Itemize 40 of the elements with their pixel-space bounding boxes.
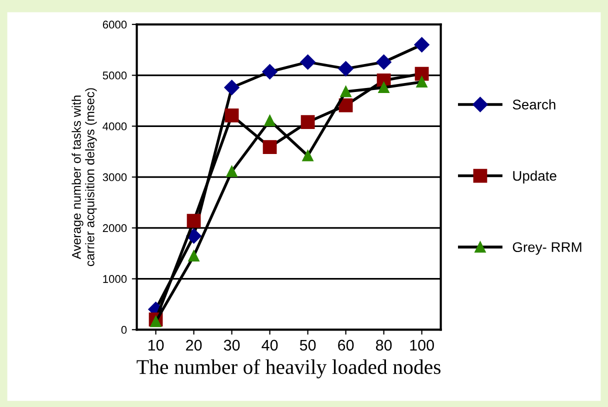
point bbox=[302, 150, 314, 162]
y-axis-title: Average number of tasks with carrier acquisition delays (msec) bbox=[72, 88, 97, 266]
x-tick-label: 40 bbox=[262, 340, 278, 351]
point bbox=[188, 250, 200, 262]
point bbox=[224, 108, 239, 122]
point bbox=[186, 214, 201, 228]
x-tick-label: 100 bbox=[410, 340, 434, 351]
point bbox=[262, 64, 278, 80]
point bbox=[340, 86, 352, 98]
legend-label: Search bbox=[512, 99, 556, 110]
legend-label: Grey- RRM bbox=[512, 242, 582, 255]
point bbox=[378, 82, 390, 94]
point bbox=[264, 115, 276, 126]
y-tick-label: 1000 bbox=[103, 275, 127, 283]
y-tick-label: 3000 bbox=[102, 173, 127, 182]
point bbox=[226, 166, 238, 178]
point bbox=[186, 228, 202, 244]
point bbox=[416, 76, 428, 88]
x-tick-label: 30 bbox=[224, 340, 240, 351]
point bbox=[150, 316, 162, 328]
point bbox=[414, 37, 430, 52]
point bbox=[300, 54, 316, 70]
point bbox=[338, 61, 354, 76]
point bbox=[338, 98, 353, 112]
point bbox=[262, 140, 277, 154]
x-tick-label: 50 bbox=[300, 340, 316, 351]
x-tick-label: 80 bbox=[376, 340, 392, 351]
point bbox=[376, 54, 392, 70]
x-tick-label: 20 bbox=[186, 340, 202, 351]
y-tick-label: 5000 bbox=[102, 72, 127, 80]
y-tick-label: 0 bbox=[121, 326, 127, 334]
y-tick-label: 6000 bbox=[102, 20, 127, 29]
y-tick-label: 2000 bbox=[102, 224, 127, 232]
point bbox=[300, 115, 315, 130]
x-tick-label: 10 bbox=[148, 340, 164, 351]
y-tick-label: 4000 bbox=[102, 122, 127, 130]
x-axis-title: The number of heavily loaded nodes bbox=[136, 359, 440, 378]
point bbox=[224, 80, 240, 96]
x-tick-label: 60 bbox=[338, 340, 354, 351]
legend-label: Update bbox=[513, 170, 556, 184]
